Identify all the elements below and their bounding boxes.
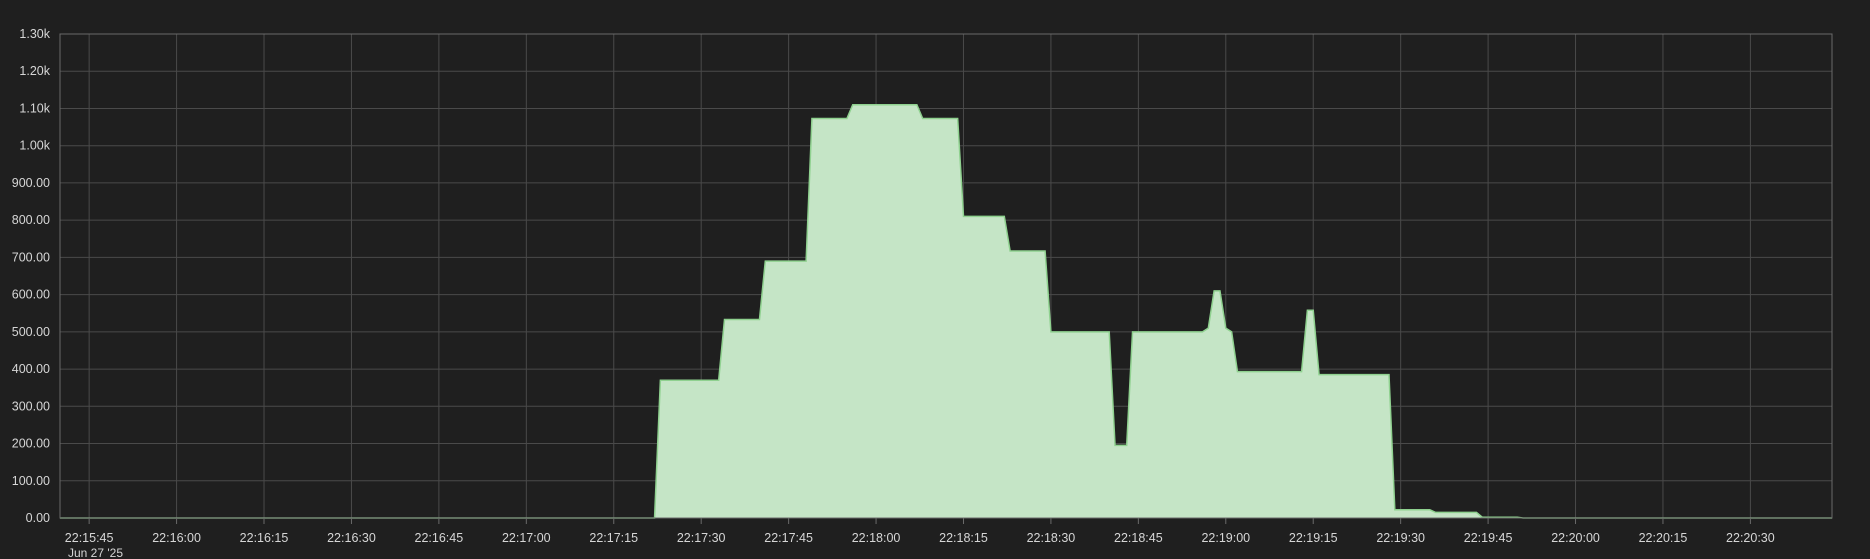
x-tick-label: 22:18:30 — [1027, 531, 1076, 545]
y-tick-label: 900.00 — [12, 176, 50, 190]
x-tick-label: 22:16:15 — [240, 531, 289, 545]
y-tick-label: 800.00 — [12, 213, 50, 227]
y-tick-label: 1.00k — [19, 139, 50, 153]
x-tick-label: 22:17:00 — [502, 531, 551, 545]
x-tick-label: 22:19:45 — [1464, 531, 1513, 545]
y-tick-label: 200.00 — [12, 437, 50, 451]
series-area-fill — [60, 105, 1832, 518]
x-tick-label: 22:16:45 — [415, 531, 464, 545]
x-tick-label: 22:15:45 — [65, 531, 114, 545]
x-tick-label: 22:20:30 — [1726, 531, 1775, 545]
y-tick-label: 500.00 — [12, 325, 50, 339]
x-tick-label: 22:18:00 — [852, 531, 901, 545]
x-tick-label: 22:17:45 — [764, 531, 813, 545]
y-tick-label: 400.00 — [12, 362, 50, 376]
x-tick-label: 22:17:30 — [677, 531, 726, 545]
y-tick-label: 1.10k — [19, 101, 50, 115]
x-tick-label: 22:20:00 — [1551, 531, 1600, 545]
x-tick-label: 22:19:30 — [1376, 531, 1425, 545]
x-date-label: Jun 27 '25 — [68, 546, 123, 559]
y-tick-label: 600.00 — [12, 288, 50, 302]
y-tick-label: 1.20k — [19, 64, 50, 78]
y-tick-label: 100.00 — [12, 474, 50, 488]
y-tick-label: 300.00 — [12, 399, 50, 413]
series-area — [60, 105, 1832, 518]
x-tick-labels: 22:15:45 22:16:00 22:16:15 22:16:30 22:16:45… — [65, 531, 1775, 545]
y-tick-label: 0.00 — [26, 511, 50, 525]
x-tick-label: 22:19:15 — [1289, 531, 1338, 545]
y-tick-label: 700.00 — [12, 250, 50, 264]
y-tick-labels: 0.00 100.00 200.00 300.00 400.00 500.00 600.00… — [12, 27, 51, 525]
x-tick-label: 22:18:15 — [939, 531, 988, 545]
x-tick-label: 22:20:15 — [1639, 531, 1688, 545]
x-tick-label: 22:16:30 — [327, 531, 376, 545]
x-tick-label: 22:16:00 — [152, 531, 201, 545]
x-tick-label: 22:17:15 — [589, 531, 638, 545]
y-tick-label: 1.30k — [19, 27, 50, 41]
x-tick-label: 22:19:00 — [1201, 531, 1250, 545]
x-tick-label: 22:18:45 — [1114, 531, 1163, 545]
